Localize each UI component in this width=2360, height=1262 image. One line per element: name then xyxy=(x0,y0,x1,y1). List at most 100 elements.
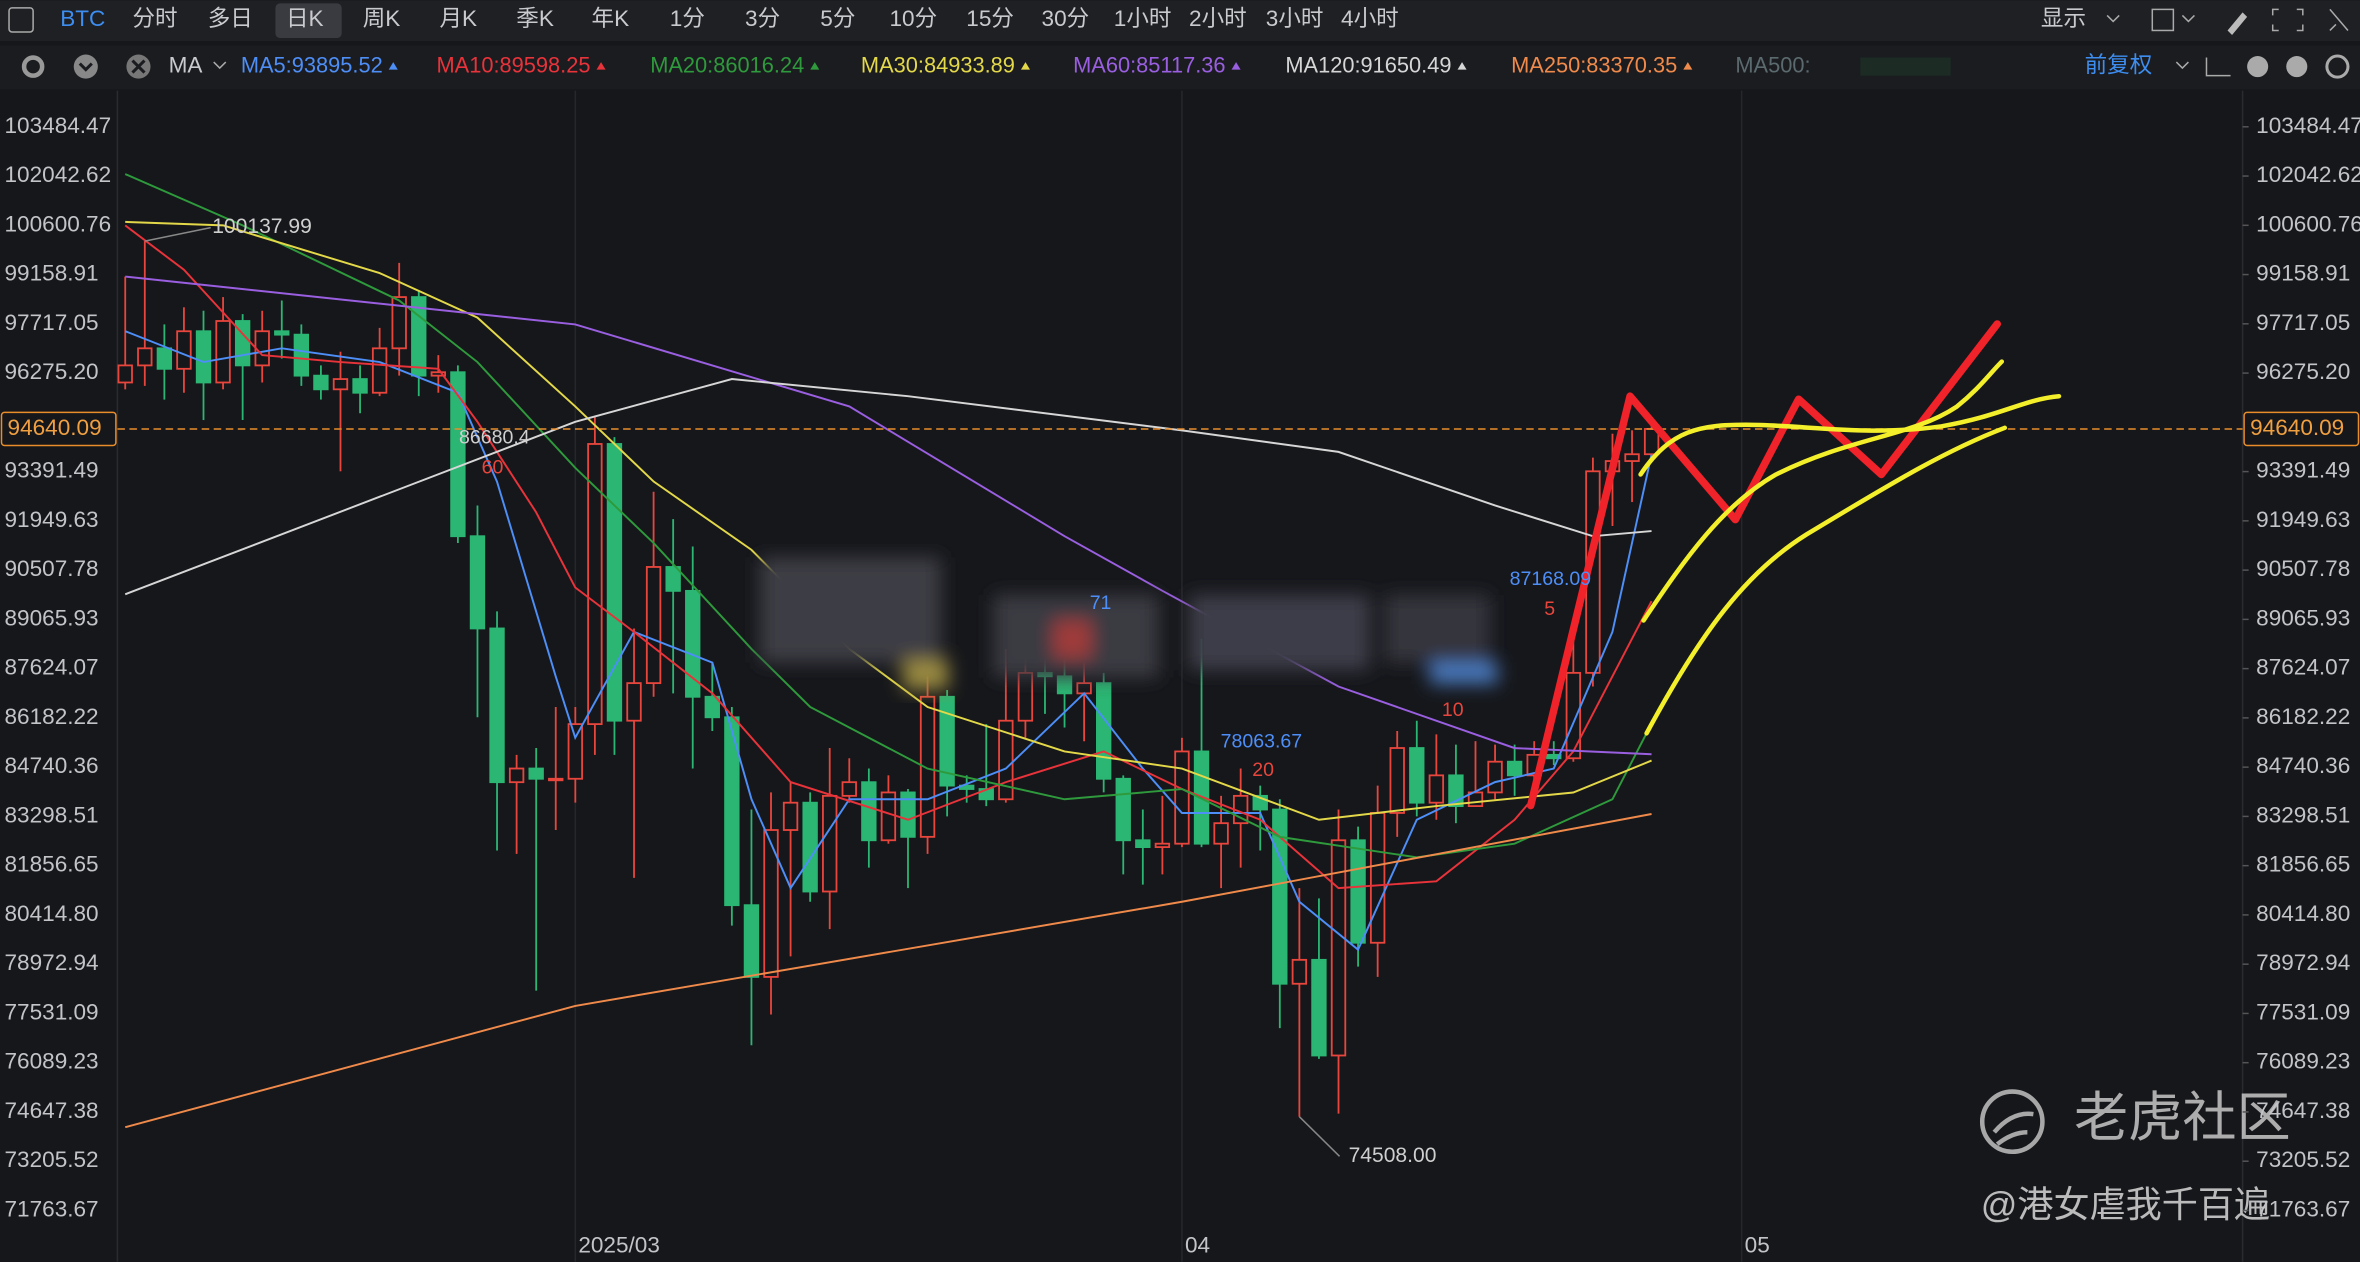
period-tab[interactable]: 2小时 xyxy=(1189,6,1247,31)
chart-annotation: 100137.99 xyxy=(212,215,312,238)
candle-body xyxy=(1291,958,1308,985)
annotation-leader xyxy=(144,226,211,242)
candle-body xyxy=(939,695,955,787)
period-tab[interactable]: 1小时 xyxy=(1114,6,1172,31)
period-tab[interactable]: 月K xyxy=(439,6,477,31)
period-tab[interactable]: 多日 xyxy=(208,6,253,31)
candle-body xyxy=(371,347,388,394)
y-tick-label: 102042.62 xyxy=(5,162,112,187)
legend-arrow xyxy=(596,62,606,70)
ma-legend: MA30:84933.89 xyxy=(861,52,1015,77)
candle-body xyxy=(332,378,349,391)
candle-body xyxy=(704,695,720,719)
period-tab[interactable]: 5分 xyxy=(820,6,855,31)
chart-annotation: 10 xyxy=(1442,699,1464,721)
ma-legend: MA5:93895.52 xyxy=(241,52,383,77)
candle-body xyxy=(1135,839,1151,848)
period-toolbar xyxy=(0,0,2360,42)
candle-body xyxy=(117,364,133,384)
candle-body xyxy=(293,333,310,377)
layout-icon[interactable] xyxy=(2151,8,2175,32)
period-tab[interactable]: 4小时 xyxy=(1341,6,1399,31)
candle-body xyxy=(528,767,544,780)
candle-body xyxy=(1330,839,1347,1057)
candle-body xyxy=(352,378,368,394)
period-tab[interactable]: 周K xyxy=(363,6,401,31)
scale-icon[interactable] xyxy=(2205,57,2231,77)
period-tab[interactable]: 15分 xyxy=(966,6,1014,31)
caret xyxy=(2181,14,2195,23)
chart-annotation: 5 xyxy=(1544,598,1555,620)
active-period xyxy=(275,3,342,38)
draw-icon[interactable] xyxy=(2227,12,2248,35)
display-menu[interactable]: 显示 xyxy=(2041,6,2086,31)
caret xyxy=(2175,61,2189,70)
period-tab[interactable]: 3分 xyxy=(745,6,780,31)
minus-icon[interactable] xyxy=(2247,56,2269,78)
y-tick-label: 77531.09 xyxy=(5,999,99,1024)
watermark-logo-stripes xyxy=(1992,1111,2034,1147)
period-tab[interactable]: 年K xyxy=(592,6,630,31)
candle-body xyxy=(274,330,290,336)
candle-body xyxy=(313,374,329,391)
forecast-curve xyxy=(1644,425,2008,736)
y-tick-label: 84740.36 xyxy=(2256,753,2350,778)
candle-body xyxy=(1546,753,1562,760)
ma-legend: MA120:91650.49 xyxy=(1285,52,1451,77)
y-tick-label: 97717.05 xyxy=(2256,310,2350,335)
ma-legend: MA10:89598.25 xyxy=(436,52,590,77)
candle-body xyxy=(1565,671,1582,760)
watermark: 老虎社区 @港女虐我千百遍 xyxy=(1979,1088,2291,1225)
ma500-legend: MA500: xyxy=(1735,52,1810,77)
sidebar-toggle[interactable] xyxy=(8,7,34,33)
legend-arrow xyxy=(1020,62,1031,70)
candle-body xyxy=(685,589,701,698)
period-tab[interactable]: 日K xyxy=(286,6,324,31)
candle-body xyxy=(665,566,681,592)
candle-body xyxy=(1174,750,1190,845)
minus-icon[interactable] xyxy=(2286,56,2308,78)
candle-body xyxy=(822,794,838,893)
y-tick-label: 102042.62 xyxy=(2256,162,2360,187)
candle-body xyxy=(587,443,603,726)
period-tab[interactable]: 分时 xyxy=(132,6,177,31)
period-tab[interactable]: 3小时 xyxy=(1266,6,1324,31)
y-tick-label: 96275.20 xyxy=(5,359,99,384)
candle-body xyxy=(1409,747,1425,804)
settings-icon[interactable] xyxy=(21,55,45,78)
y-tick-label: 71763.67 xyxy=(5,1196,99,1221)
y-tick-label: 80414.80 xyxy=(2256,901,2350,926)
candle-body xyxy=(802,801,818,893)
candle-body xyxy=(1311,958,1327,1057)
period-tab[interactable]: 季K xyxy=(516,6,554,31)
candle-body xyxy=(1017,671,1034,722)
y-tick-label: 97717.05 xyxy=(5,310,99,335)
indicator-name[interactable]: MA xyxy=(169,53,203,78)
candle-body xyxy=(1428,774,1445,804)
period-tab[interactable]: 1分 xyxy=(670,6,705,31)
y-tick-label: 77531.09 xyxy=(2256,999,2350,1024)
y-tick-label: 76089.23 xyxy=(5,1049,99,1074)
candle-body xyxy=(254,330,270,367)
fullscreen-icon[interactable] xyxy=(2271,8,2304,32)
adjust-menu[interactable]: 前复权 xyxy=(2085,53,2153,78)
toggle-icon[interactable] xyxy=(73,54,98,79)
candle-body xyxy=(1624,453,1640,462)
period-tab[interactable]: 30分 xyxy=(1042,6,1090,31)
add-icon[interactable] xyxy=(2325,54,2350,79)
period-tab[interactable]: 10分 xyxy=(890,6,938,31)
candle-body xyxy=(469,535,486,630)
y-tick-label: 89065.93 xyxy=(5,605,99,630)
candle-body xyxy=(411,296,427,377)
y-tick-label: 81856.65 xyxy=(2256,852,2350,877)
moving-average-line xyxy=(124,330,1653,952)
candle-body xyxy=(1056,675,1073,695)
collapse-icon[interactable] xyxy=(2329,8,2349,31)
candle-body xyxy=(156,347,173,370)
plot-area xyxy=(117,90,2243,1262)
y-tick-label: 89065.93 xyxy=(2256,605,2350,630)
y-tick-label: 99158.91 xyxy=(2256,261,2350,286)
symbol[interactable]: BTC xyxy=(60,6,105,31)
forecast-curve xyxy=(1638,393,2062,477)
